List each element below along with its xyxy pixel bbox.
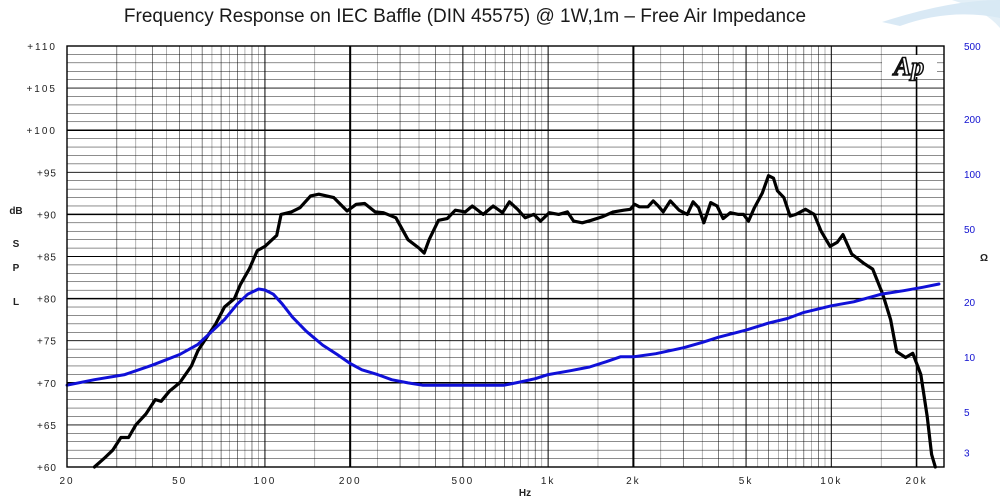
left-axis-label: dB S P L	[9, 206, 22, 308]
right-tick-label: 50	[964, 225, 976, 236]
left-tick-label: +70	[37, 379, 57, 390]
right-tick-labels: 500 200 100 50 20 10 5 3	[964, 42, 981, 460]
x-tick-label: 500	[452, 476, 475, 487]
corner-swoosh-decoration	[952, 0, 1000, 28]
right-tick-label: 5	[964, 408, 970, 419]
right-tick-label: 100	[964, 170, 981, 181]
left-axis-label-line: P	[13, 263, 20, 274]
x-tick-label: 20k	[905, 476, 927, 487]
x-tick-label: 5k	[739, 476, 754, 487]
series-line-spl	[92, 174, 937, 469]
series-layer	[65, 174, 941, 469]
plot-frame	[66, 45, 945, 468]
right-axis-label: Ω	[980, 253, 988, 264]
chart-title: Frequency Response on IEC Baffle (DIN 45…	[123, 6, 807, 27]
left-tick-label: +80	[37, 295, 57, 306]
left-tick-label: +75	[37, 337, 57, 348]
left-tick-label: +85	[37, 253, 57, 264]
series-line-impedance	[65, 282, 941, 387]
left-axis-label-line: S	[13, 239, 20, 250]
right-tick-label: 20	[964, 298, 976, 309]
left-tick-label: +105	[26, 84, 57, 95]
x-axis-label: Hz	[519, 488, 531, 499]
left-tick-label: +100	[26, 126, 57, 137]
right-tick-label: 3	[964, 449, 970, 460]
left-tick-label: +65	[37, 421, 57, 432]
right-tick-label: 500	[964, 42, 981, 53]
x-tick-label: 20	[59, 476, 74, 487]
left-tick-label: +110	[27, 42, 57, 53]
x-tick-label: 10k	[820, 476, 842, 487]
x-tick-label: 200	[339, 476, 362, 487]
right-tick-label: 10	[964, 353, 976, 364]
left-tick-label: +90	[37, 210, 57, 221]
left-tick-label: +60	[37, 463, 57, 474]
ap-logo: Ap	[882, 51, 937, 82]
x-tick-labels: 20 50 100 200 500 1k 2k 5k 10k 20k	[59, 476, 927, 487]
right-tick-label: 200	[964, 115, 981, 126]
major-grid	[67, 46, 944, 467]
minor-grid	[67, 46, 944, 467]
x-tick-label: 50	[172, 476, 187, 487]
left-tick-labels: +60 +65 +70 +75 +80 +85 +90 +95 +100 +105 +110	[26, 42, 57, 474]
svg-text:Ap: Ap	[892, 52, 924, 81]
x-tick-label: 2k	[626, 476, 641, 487]
x-tick-label: 1k	[541, 476, 556, 487]
left-axis-label-line: L	[13, 297, 19, 308]
left-tick-label: +95	[37, 168, 57, 179]
left-axis-label-line: dB	[9, 206, 22, 217]
x-tick-label: 100	[254, 476, 277, 487]
